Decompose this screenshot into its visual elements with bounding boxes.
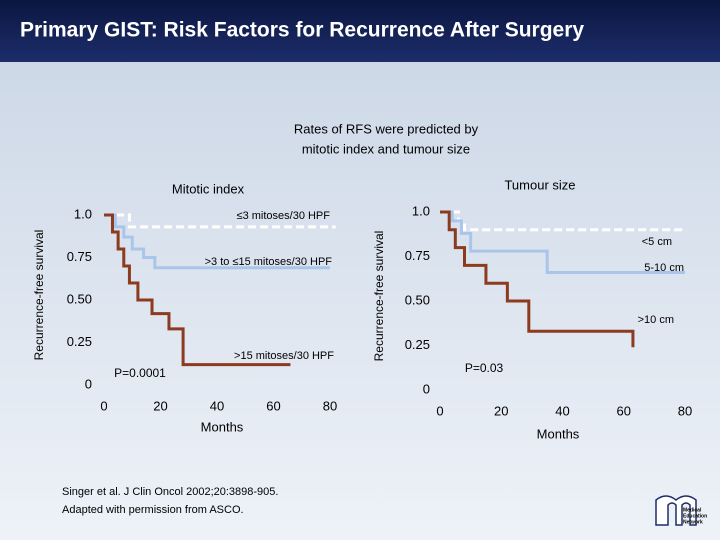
series-label: >3 to ≤15 mitoses/30 HPF [205, 256, 333, 268]
y-axis-label: Recurrence-free survival [32, 230, 46, 361]
y-tick-label: 0.75 [405, 248, 430, 263]
y-tick-label: 0.50 [405, 292, 430, 307]
y-axis-label: Recurrence-free survival [372, 231, 386, 362]
series-label: >10 cm [638, 314, 674, 326]
y-tick-label: 1.0 [74, 206, 92, 221]
logo-mark [655, 495, 697, 526]
p-value: P=0.0001 [114, 366, 166, 380]
series-label: ≤3 mitoses/30 HPF [237, 210, 331, 222]
km-curve [104, 213, 291, 367]
y-tick-label: 0 [85, 376, 92, 391]
x-tick-label: 40 [555, 403, 569, 418]
x-tick-label: 40 [210, 398, 224, 413]
subtitle: mitotic index and tumour size [302, 141, 470, 156]
y-tick-label: 0 [423, 381, 430, 396]
km-curve [104, 213, 330, 270]
x-tick-label: 20 [494, 403, 508, 418]
x-axis-label: Months [201, 419, 244, 434]
logo-text: Education [683, 513, 707, 519]
logo-text: Network [683, 519, 703, 525]
y-tick-label: 0.75 [67, 249, 92, 264]
x-tick-label: 80 [678, 403, 692, 418]
y-tick-label: 0.25 [67, 334, 92, 349]
km-curve [440, 210, 685, 275]
logo-text: Medical [683, 507, 702, 513]
x-tick-label: 60 [617, 403, 631, 418]
slide-title: Primary GIST: Risk Factors for Recurrenc… [20, 19, 584, 42]
series-label: <5 cm [642, 236, 672, 248]
x-tick-label: 0 [100, 398, 107, 413]
series-label: 5-10 cm [644, 262, 684, 274]
km-curve [440, 210, 635, 348]
logo: Medical Education Network [655, 495, 707, 526]
title-bar [0, 0, 720, 62]
p-value: P=0.03 [465, 361, 504, 375]
chart-title: Mitotic index [172, 181, 245, 196]
citation: Singer et al. J Clin Oncol 2002;20:3898-… [62, 486, 278, 498]
y-tick-label: 1.0 [412, 203, 430, 218]
citation: Adapted with permission from ASCO. [62, 504, 244, 516]
x-axis-label: Months [537, 426, 580, 441]
y-tick-label: 0.50 [67, 291, 92, 306]
subtitle: Rates of RFS were predicted by [294, 121, 479, 136]
x-tick-label: 0 [436, 403, 443, 418]
chart-title: Tumour size [504, 177, 575, 192]
x-tick-label: 20 [153, 398, 167, 413]
y-tick-label: 0.25 [405, 337, 430, 352]
series-label: >15 mitoses/30 HPF [234, 350, 334, 362]
x-tick-label: 60 [266, 398, 280, 413]
x-tick-label: 80 [323, 398, 337, 413]
